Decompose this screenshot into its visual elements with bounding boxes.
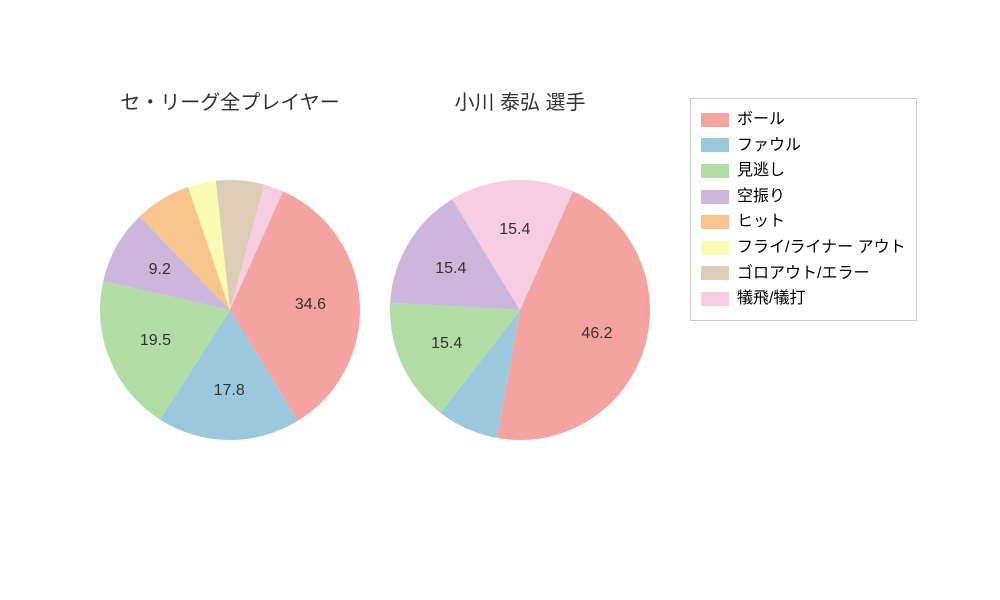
pie-slice-label: 46.2 [581,325,612,343]
legend-item: 見逃し [701,158,906,184]
legend-swatch [701,138,729,152]
legend-item: ゴロアウト/エラー [701,261,906,287]
legend-item: 空振り [701,184,906,210]
pie-slice-label: 15.4 [431,335,462,353]
chart-stage: セ・リーグ全プレイヤー 小川 泰弘 選手 ボールファウル見逃し空振りヒットフライ… [0,0,1000,600]
legend-label: ヒット [737,209,785,235]
legend: ボールファウル見逃し空振りヒットフライ/ライナー アウトゴロアウト/エラー犠飛/… [690,98,917,321]
legend-swatch [701,190,729,204]
pie-slice-label: 34.6 [295,296,326,314]
legend-label: ファウル [737,133,801,159]
legend-swatch [701,292,729,306]
legend-swatch [701,164,729,178]
legend-item: 犠飛/犠打 [701,286,906,312]
legend-item: ボール [701,107,906,133]
pie-slice-label: 19.5 [140,332,171,350]
legend-swatch [701,266,729,280]
pie-slice-label: 15.4 [499,221,530,239]
legend-item: ファウル [701,133,906,159]
legend-swatch [701,215,729,229]
legend-swatch [701,241,729,255]
legend-label: 見逃し [737,158,785,184]
legend-label: ボール [737,107,785,133]
legend-swatch [701,113,729,127]
legend-label: 犠飛/犠打 [737,286,805,312]
legend-label: 空振り [737,184,785,210]
legend-item: フライ/ライナー アウト [701,235,906,261]
pie-slice-label: 17.8 [214,382,245,400]
pie-slice-label: 9.2 [149,261,171,279]
legend-label: ゴロアウト/エラー [737,261,869,287]
legend-label: フライ/ライナー アウト [737,235,906,261]
pie-slice-label: 15.4 [435,260,466,278]
legend-item: ヒット [701,209,906,235]
